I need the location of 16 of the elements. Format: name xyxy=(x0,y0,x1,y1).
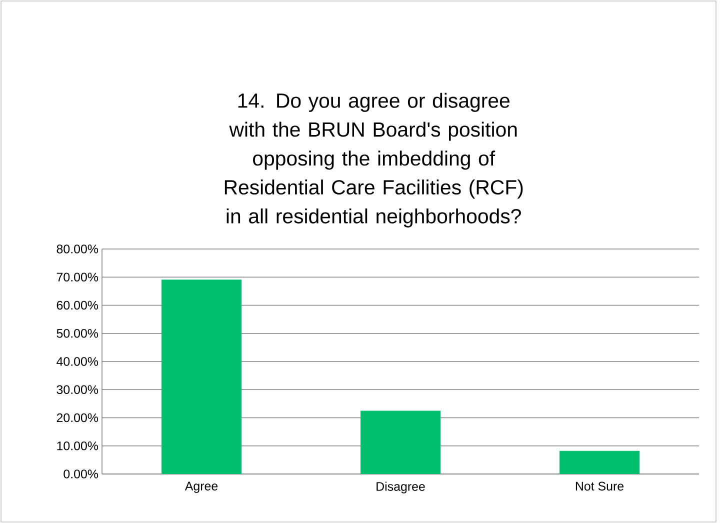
chart-title: 14. Do you agree or disagree with the BRUN Board's position opposing the imbedding of Residential Care Facilities (RCF) in all residential neighborhoods? xyxy=(224,92,523,228)
x-tick-label: Not Sure xyxy=(576,482,624,491)
y-tick-label: 80.00% xyxy=(56,244,98,254)
y-tick-label: 0.00% xyxy=(64,470,98,478)
y-tick-label: 20.00% xyxy=(56,413,98,422)
y-tick-label: 50.00% xyxy=(56,328,98,338)
y-tick-label: 60.00% xyxy=(56,300,98,310)
x-tick-label: Agree xyxy=(184,482,218,493)
x-tick-label: Disagree xyxy=(376,482,425,494)
y-tick-label: 70.00% xyxy=(56,272,98,282)
y-tick-label: 40.00% xyxy=(56,357,98,366)
bar xyxy=(360,410,441,474)
y-tick-label: 10.00% xyxy=(57,441,98,450)
bar xyxy=(162,280,242,474)
bar xyxy=(560,450,640,474)
y-tick-label: 30.00% xyxy=(56,385,98,394)
